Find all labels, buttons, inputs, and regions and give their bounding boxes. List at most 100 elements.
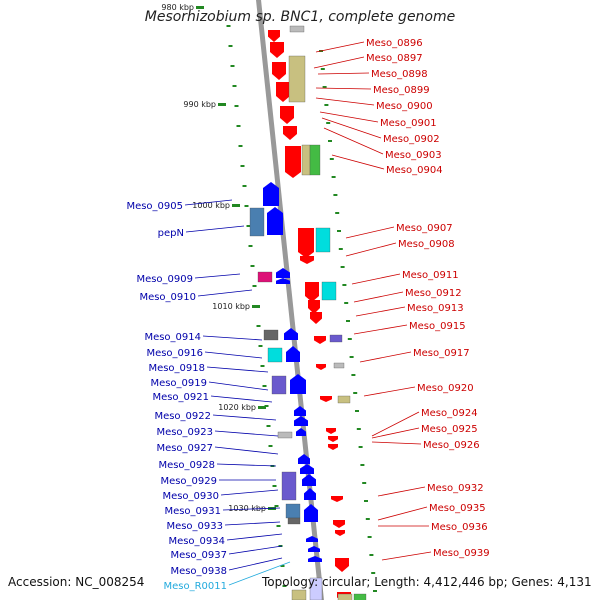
scale-dot <box>367 536 372 538</box>
leader-line <box>319 111 379 123</box>
gene-label-left: Meso_0928 <box>158 460 215 471</box>
leader-line <box>315 97 375 106</box>
slate-gene-box <box>285 503 301 519</box>
tick-label: 1030 kbp <box>228 504 266 513</box>
scale-dot <box>258 345 263 347</box>
scale-dot <box>349 356 354 358</box>
gene-label-right: Meso_0915 <box>409 321 466 332</box>
gene-label-left: Meso_0929 <box>160 476 217 487</box>
scale-dot <box>266 425 271 427</box>
leader-line <box>214 446 279 455</box>
gene-label-left: Meso_0923 <box>156 427 213 438</box>
gene-label-right: Meso_0924 <box>421 408 478 419</box>
green-gene-box <box>309 144 321 176</box>
gene-label-right: Meso_0917 <box>413 348 470 359</box>
khaki-gene-box <box>291 589 307 600</box>
gray-gene-box <box>277 431 293 439</box>
gray-gene-box <box>289 25 305 33</box>
leader-line <box>228 557 283 571</box>
gene-label-right: Meso_0904 <box>386 165 443 176</box>
scale-dot <box>232 85 237 87</box>
leader-line <box>222 507 281 511</box>
scale-dot <box>256 325 261 327</box>
scale-dot <box>240 165 245 167</box>
forward-gene-arrow <box>335 530 345 536</box>
scale-dot <box>337 230 341 232</box>
forward-gene-arrow <box>328 444 338 450</box>
gene-label-left: Meso_0922 <box>154 411 211 422</box>
scale-dot <box>260 365 265 367</box>
teal-gene-box <box>321 281 337 301</box>
gene-label-left: Meso_0934 <box>168 536 225 547</box>
khaki-gene-box <box>337 593 353 600</box>
gene-label-left: pepN <box>158 228 184 239</box>
gene-label-right: Meso_0935 <box>429 503 486 514</box>
scale-dot <box>365 518 370 520</box>
forward-gene-arrow <box>272 62 286 80</box>
gene-label-right: Meso_0913 <box>407 303 464 314</box>
leader-line <box>323 127 384 155</box>
reverse-gene-arrow <box>302 474 316 486</box>
forward-gene-arrow <box>300 256 314 264</box>
leader-line <box>194 273 241 279</box>
major-tick <box>218 103 226 106</box>
leader-line <box>206 366 269 373</box>
leader-line <box>351 273 401 285</box>
gene-label-right: Meso_0911 <box>402 270 459 281</box>
tick-label: 1020 kbp <box>218 403 256 412</box>
gene-label-left: Meso_0921 <box>152 392 209 403</box>
forward-gene-arrow <box>305 282 319 302</box>
gray-gene-box <box>333 362 345 369</box>
leader-line <box>226 533 283 541</box>
gene-label-right: Meso_0926 <box>423 440 480 451</box>
tick-label: 990 kbp <box>183 100 216 109</box>
gray-gene-box <box>263 329 279 341</box>
leader-line <box>228 545 283 555</box>
reverse-gene-arrow <box>304 488 316 500</box>
scale-dot <box>331 176 336 178</box>
leader-line <box>214 430 279 437</box>
scale-dot <box>364 500 368 502</box>
scale-dot <box>244 205 249 207</box>
leader-line <box>353 291 404 303</box>
scale-dot <box>246 225 251 227</box>
scale-dot <box>369 554 374 556</box>
major-tick <box>258 406 266 409</box>
forward-gene-arrow <box>335 558 349 572</box>
leader-line <box>208 381 269 391</box>
gene-label-right: Meso_0912 <box>405 288 462 299</box>
reverse-gene-arrow <box>308 546 320 552</box>
gene-label-right: Meso_0901 <box>380 118 437 129</box>
forward-gene-arrow <box>314 336 326 344</box>
leader-line <box>317 72 370 75</box>
leader-line <box>377 506 428 521</box>
gene-label-right: Meso_0896 <box>366 38 423 49</box>
leader-line <box>381 551 432 561</box>
gene-label-right: Meso_0899 <box>373 85 430 96</box>
leader-line <box>371 427 420 439</box>
scale-dot <box>236 125 241 127</box>
purple-gene-box <box>329 334 343 343</box>
leader-line <box>345 242 397 257</box>
gene-label-left: Meso_0938 <box>170 566 227 577</box>
scale-dot <box>358 446 363 448</box>
major-tick <box>232 204 240 207</box>
scale-dot <box>340 266 345 268</box>
gene-label-left: Meso_R0011 <box>163 581 227 592</box>
gene-label-right: Meso_0898 <box>371 69 428 80</box>
leader-line <box>377 486 426 497</box>
gene-label-left: Meso_0905 <box>126 201 183 212</box>
gene-label-left: Meso_0918 <box>148 363 205 374</box>
leader-line <box>224 521 281 526</box>
leader-line <box>353 324 408 335</box>
scale-dot <box>252 285 257 287</box>
forward-gene-arrow <box>320 396 332 402</box>
forward-gene-arrow <box>310 312 322 324</box>
scale-dot <box>238 145 243 147</box>
scale-dot <box>264 405 269 407</box>
leader-line <box>185 225 245 233</box>
gene-label-right: Meso_0907 <box>396 223 453 234</box>
leader-line <box>220 489 279 496</box>
